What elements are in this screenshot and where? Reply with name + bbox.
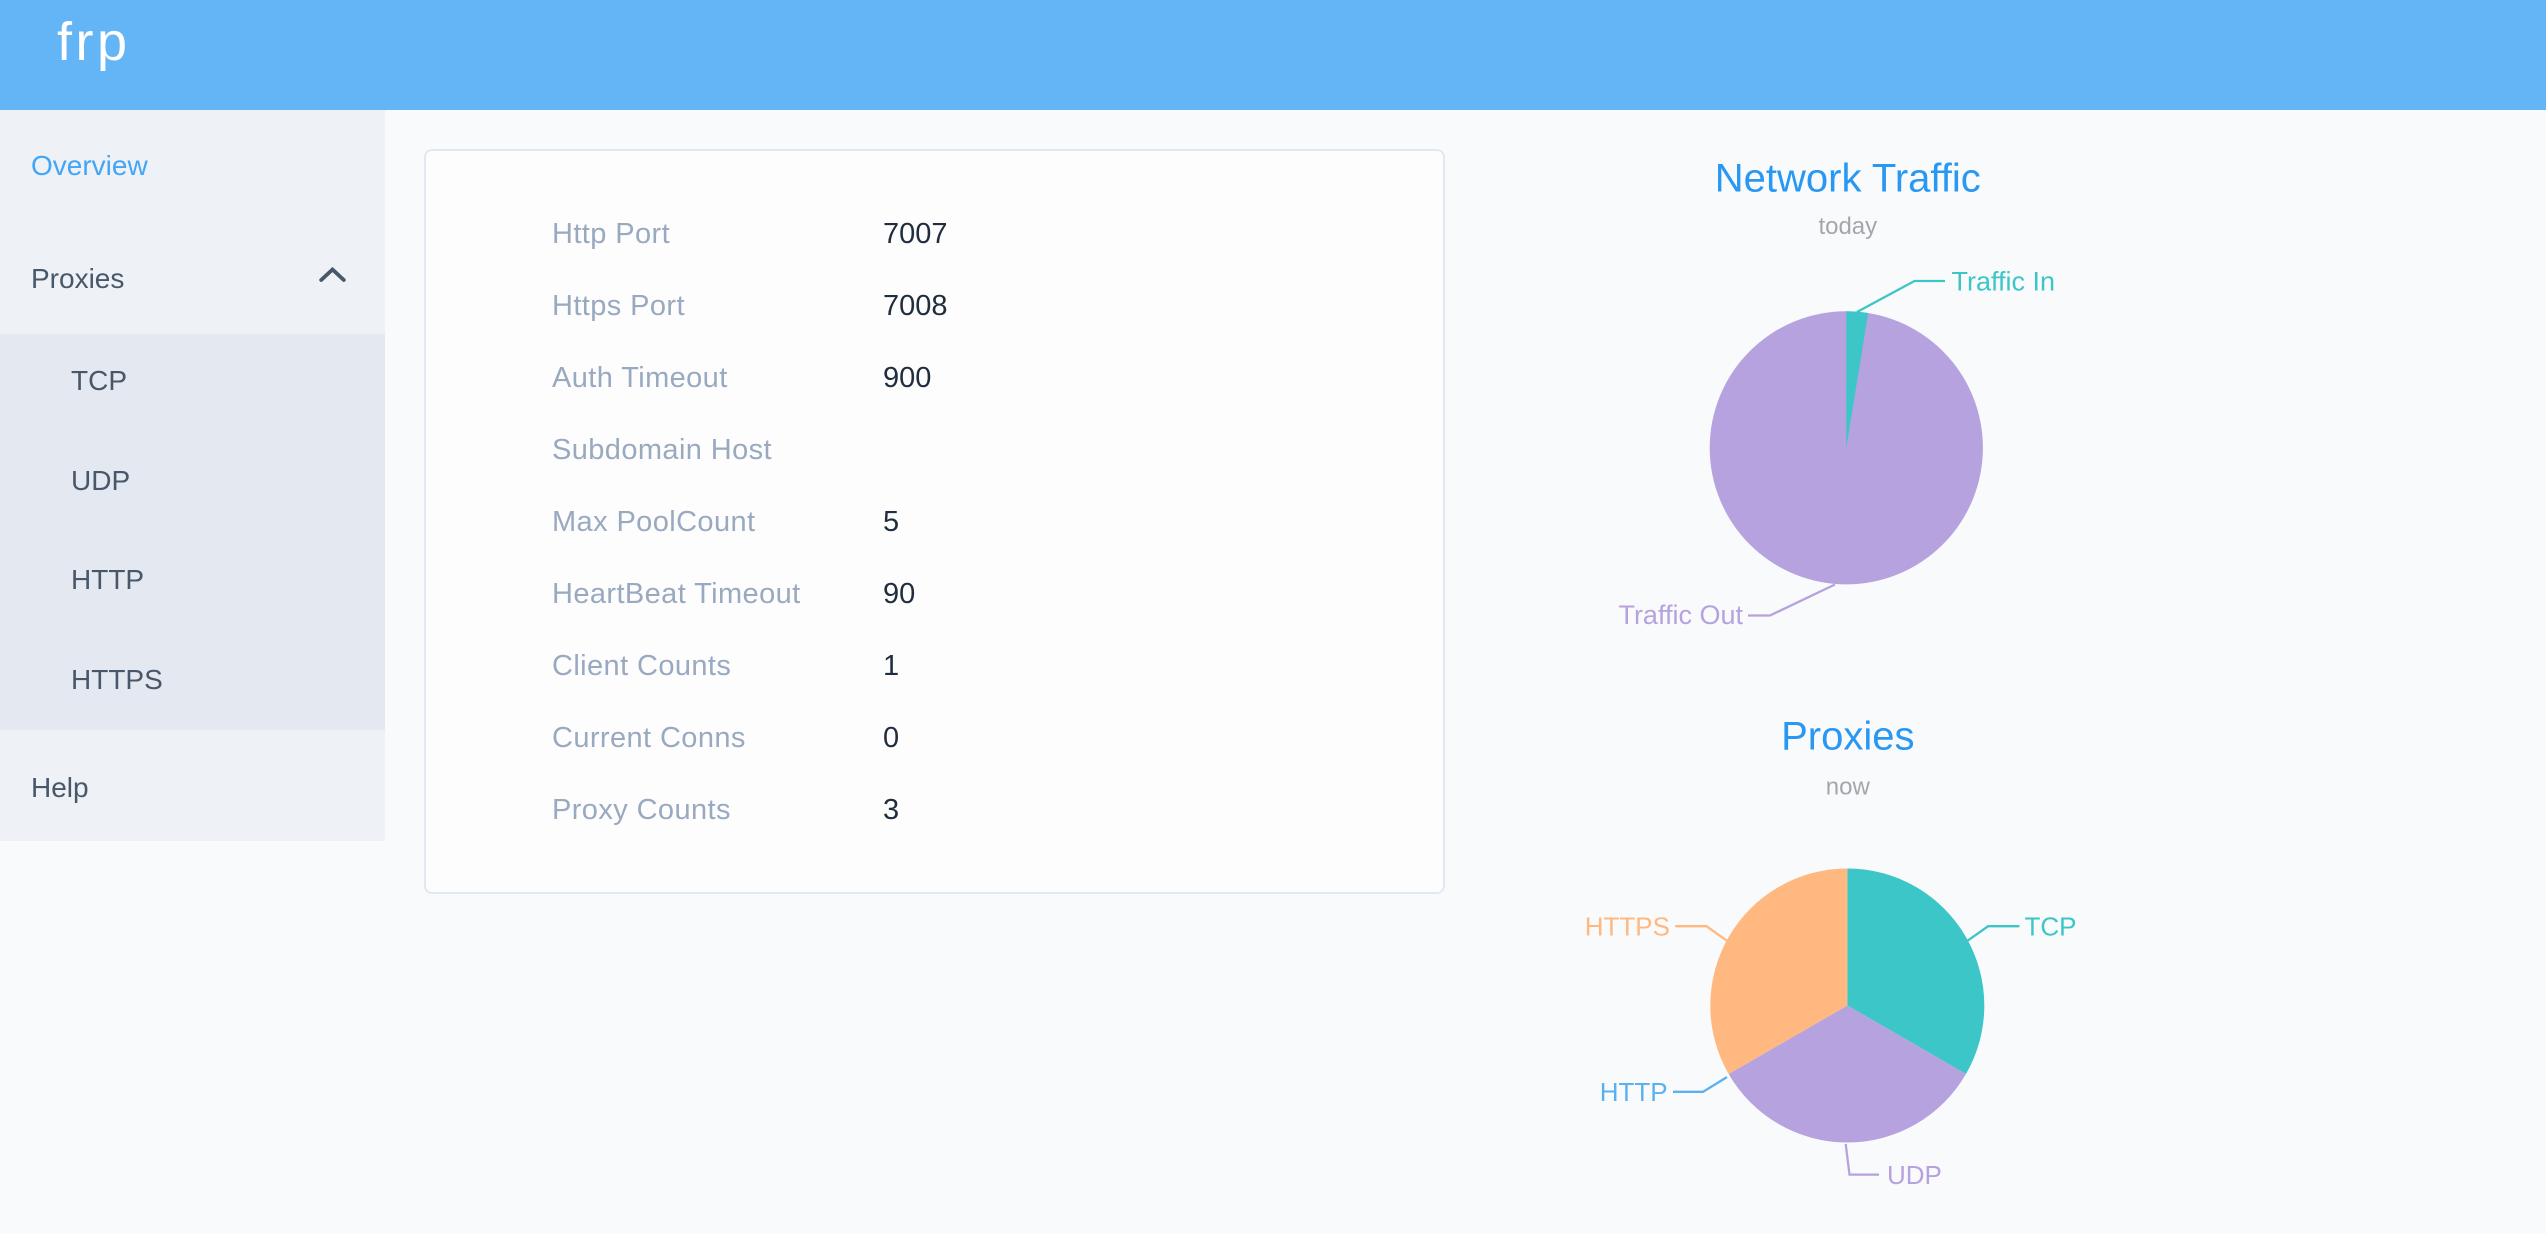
svg-text:today: today [1818, 213, 1877, 240]
svg-text:HTTPS: HTTPS [1585, 912, 1670, 942]
svg-text:Network Traffic: Network Traffic [1715, 157, 1981, 201]
svg-text:Traffic Out: Traffic Out [1618, 600, 1743, 630]
svg-text:UDP: UDP [1887, 1160, 1942, 1190]
svg-text:Traffic In: Traffic In [1952, 267, 2056, 297]
svg-text:now: now [1826, 774, 1871, 801]
svg-text:HTTP: HTTP [1600, 1077, 1668, 1107]
svg-text:TCP: TCP [2025, 912, 2077, 942]
svg-text:Proxies: Proxies [1781, 715, 1914, 759]
